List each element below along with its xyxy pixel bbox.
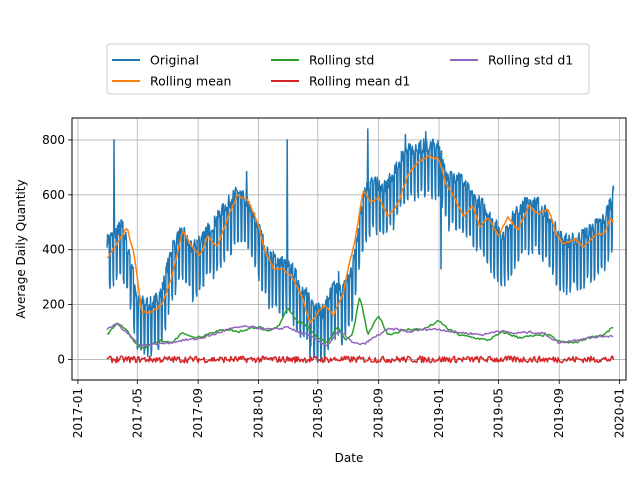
y-tick-label: 600 — [42, 188, 65, 202]
x-tick-label: 2019-05 — [491, 388, 505, 438]
series-line-rolling-mean — [106, 155, 614, 324]
x-tick-label: 2018-05 — [311, 388, 325, 438]
x-tick-label: 2017-09 — [191, 388, 205, 438]
legend-label: Rolling std — [309, 53, 374, 68]
plot-frame — [71, 117, 627, 381]
y-tick-label: 200 — [42, 298, 65, 312]
series-line-rolling-std — [107, 297, 614, 349]
y-tick-label: 800 — [42, 133, 65, 147]
series-line-rolling-std-d1 — [106, 322, 614, 347]
legend-label: Original — [150, 53, 199, 68]
legend-label: Rolling std d1 — [488, 53, 573, 68]
x-tick-label: 2019-09 — [552, 388, 566, 438]
legend-label: Rolling mean — [150, 74, 231, 89]
legend-label: Rolling mean d1 — [309, 74, 410, 89]
x-tick-label: 2017-05 — [130, 388, 144, 438]
series-line-rolling-mean-d1 — [106, 355, 615, 364]
x-tick-label: 2017-01 — [71, 388, 85, 438]
legend: Original Rolling mean Rolling std Rolling m… — [106, 43, 590, 95]
x-tick-label: 2018-01 — [251, 388, 265, 438]
y-tick-label: 400 — [42, 243, 65, 257]
legend-box — [106, 43, 590, 95]
x-axis: 2017-01 2017-05 2017-09 2018-01 2018-05 2018-… — [71, 380, 627, 438]
series-line-original — [106, 128, 615, 364]
x-tick-label: 2018-09 — [372, 388, 386, 438]
y-axis-label: Average Daily Quantity — [14, 179, 28, 318]
x-tick-label: 2019-01 — [432, 388, 446, 438]
x-tick-label: 2020-01 — [613, 388, 627, 438]
y-axis: 0 200 400 600 800 — [42, 133, 72, 366]
series-group — [106, 128, 615, 364]
x-axis-label: Date — [335, 451, 364, 465]
y-tick-label: 0 — [57, 352, 65, 366]
